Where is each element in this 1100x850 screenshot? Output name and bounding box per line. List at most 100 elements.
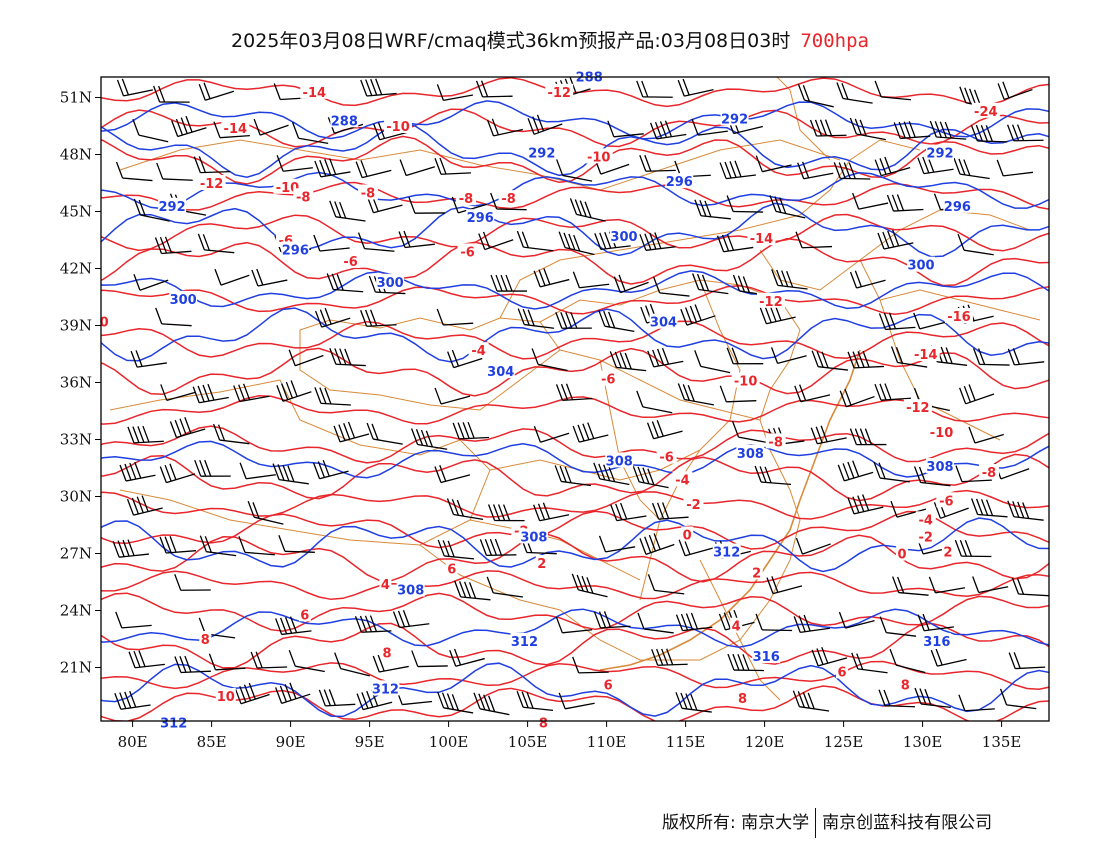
wind-barb <box>677 383 715 406</box>
height-label: 300 <box>170 293 197 308</box>
wind-barb <box>647 574 685 595</box>
wind-barb <box>326 273 364 293</box>
wind-barb <box>878 689 916 708</box>
wind-barb <box>914 687 951 709</box>
temperature-label-halo <box>915 511 936 527</box>
wind-barb <box>112 539 150 558</box>
wind-barb <box>516 691 554 712</box>
boundary-line <box>469 519 641 581</box>
wind-barb <box>594 231 631 251</box>
wind-barb <box>116 78 153 97</box>
wind-barb <box>691 118 728 136</box>
wind-barb <box>651 648 688 666</box>
height-label: 308 <box>926 460 953 475</box>
height-label: 312 <box>372 682 399 697</box>
axis-ticks: 80E 85E 90E 95E 100E 105E 110E 115E 120E 125E 130E… <box>60 89 1022 752</box>
temperature-label: -2 <box>919 530 933 545</box>
wind-barb <box>569 198 606 222</box>
wind-barb <box>636 80 673 98</box>
wind-barb <box>632 465 669 489</box>
height-label: 296 <box>666 175 693 190</box>
wind-barb <box>809 119 847 137</box>
temperature-label: -14 <box>914 348 938 363</box>
wind-barb <box>555 311 592 329</box>
temperature-label-halo <box>197 175 226 190</box>
wind-barb <box>996 159 1034 177</box>
wind-barb <box>607 120 644 138</box>
isotherm-line <box>101 510 1049 550</box>
wind-barb <box>598 535 636 553</box>
contour-label-layer: -14-12-14-10-10-24-12-10-8-8-8-8-6-6-6-1… <box>98 68 1000 732</box>
lon-tick-label: 85E <box>197 733 227 751</box>
map-title: 2025年03月08日WRF/cmaq模式36km预报产品:03月08日03时 7… <box>0 26 1100 53</box>
height-label-halo <box>158 197 187 213</box>
wind-barb <box>892 576 929 596</box>
isotherm-line <box>101 181 1049 211</box>
wind-barb <box>955 465 992 483</box>
boundary-line <box>489 449 701 481</box>
temperature-label-halo <box>584 148 613 164</box>
wind-barb <box>452 421 490 440</box>
wind-barb <box>312 459 349 480</box>
wind-barb <box>1008 652 1046 670</box>
height-label-halo <box>907 256 936 272</box>
wind-barb <box>193 156 231 174</box>
lat-tick-label: 51N <box>60 89 92 107</box>
wind-barb <box>719 160 756 180</box>
wind-barb <box>968 426 1004 444</box>
temperature-label-halo <box>899 676 912 692</box>
wind-barb <box>490 274 528 292</box>
lon-tick-label: 95E <box>355 733 385 751</box>
wind-barb <box>372 654 409 673</box>
lat-tick-label: 21N <box>60 659 92 677</box>
wind-barb <box>473 692 510 716</box>
boundary-line <box>559 349 761 421</box>
wind-barb <box>558 692 595 710</box>
wind-barb <box>366 422 403 445</box>
temperature-label-halo <box>215 688 236 703</box>
temperature-label: -10 <box>734 375 758 390</box>
height-label: 300 <box>907 259 934 274</box>
lat-tick-label: 42N <box>60 260 92 278</box>
temperature-label: 0 <box>683 529 692 544</box>
wind-barb <box>954 539 992 558</box>
isotherm-line <box>101 108 1049 148</box>
temperature-label: -10 <box>587 150 611 165</box>
temperature-label: -14 <box>750 232 774 247</box>
wind-barb <box>334 652 370 677</box>
wind-barb <box>449 648 485 667</box>
temperature-label: 6 <box>604 679 613 694</box>
wind-barb <box>571 573 608 598</box>
isotherm-line <box>101 135 1049 185</box>
wind-barb <box>636 390 673 414</box>
height-label-halo <box>371 680 400 696</box>
wind-barb <box>275 616 312 636</box>
wind-barb <box>849 428 887 446</box>
temperature-label: -24 <box>974 105 998 120</box>
boundary-line <box>699 559 781 701</box>
wind-barb <box>233 383 270 403</box>
wind-barb <box>794 384 831 403</box>
temperature-label-halo <box>468 342 489 358</box>
temperature-label-halo <box>380 644 393 660</box>
wind-barb <box>874 80 912 101</box>
temperature-label: -12 <box>547 86 571 101</box>
wind-barb <box>874 383 911 401</box>
isotherm-line <box>101 489 1049 520</box>
wind-barb <box>1011 577 1049 597</box>
wind-barb <box>890 346 928 368</box>
wind-barb <box>436 691 474 714</box>
temperature-label-halo <box>836 663 849 679</box>
temperature-label-halo <box>750 564 763 580</box>
height-label: 308 <box>397 584 424 599</box>
height-label-halo <box>712 543 741 559</box>
boundary-line <box>776 77 831 161</box>
wind-barb <box>276 380 312 402</box>
wind-barb <box>198 82 235 101</box>
height-label: 308 <box>520 530 547 545</box>
wind-barb <box>357 232 395 252</box>
isotherm-line <box>101 592 1049 632</box>
temperature-label-halo <box>971 102 1000 118</box>
lon-tick-label: 135E <box>982 733 1022 751</box>
